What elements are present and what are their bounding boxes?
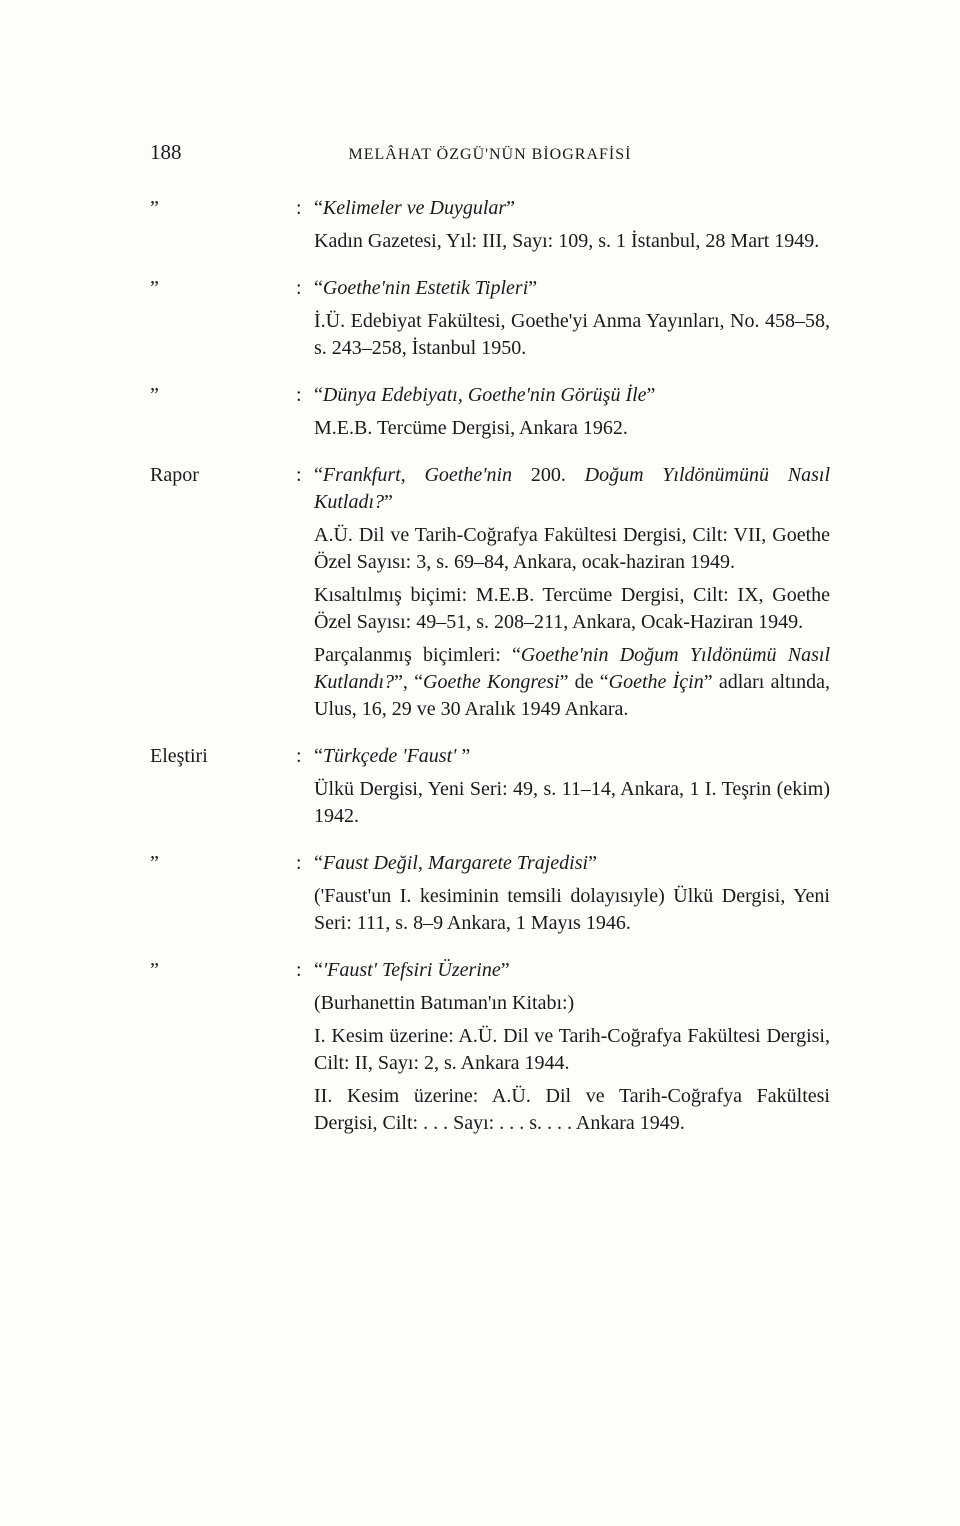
entry-colon: : <box>296 382 314 446</box>
entry-extra: I. Kesim üzerine: A.Ü. Dil ve Tarih-Coğr… <box>314 1023 830 1077</box>
entry-colon: : <box>296 850 314 941</box>
entry-body: “Goethe'nin Estetik Tipleri” İ.Ü. Edebiya… <box>314 275 830 366</box>
entry-detail: İ.Ü. Edebiyat Fakültesi, Goethe'yi Anma … <box>314 308 830 362</box>
entry-colon: : <box>296 275 314 366</box>
entry-title: “Dünya Edebiyatı, Goethe'nin Görüşü İle” <box>314 382 830 409</box>
entry-body: “Faust Değil, Margarete Trajedisi” ('Faus… <box>314 850 830 941</box>
entry-label: ” <box>150 957 296 1141</box>
entry-title: “Kelimeler ve Duygular” <box>314 195 830 222</box>
page-header: 188 MELÂHAT ÖZGÜ'NÜN BİOGRAFİSİ <box>150 140 830 165</box>
entry-label: ” <box>150 382 296 446</box>
bibliography-entry: ”:“Kelimeler ve Duygular” Kadın Gazetesi,… <box>150 195 830 259</box>
entry-label: ” <box>150 850 296 941</box>
bibliography-entries: ”:“Kelimeler ve Duygular”Kadın Gazetesi,… <box>150 195 830 1141</box>
entry-title: “Faust Değil, Margarete Trajedisi” <box>314 850 830 877</box>
entry-label: Eleştiri <box>150 743 296 834</box>
entry-detail: Kadın Gazetesi, Yıl: III, Sayı: 109, s. … <box>314 228 830 255</box>
document-page: 188 MELÂHAT ÖZGÜ'NÜN BİOGRAFİSİ ”:“Kelim… <box>0 0 960 1526</box>
entry-detail: (Burhanettin Batıman'ın Kitabı:) <box>314 990 830 1017</box>
entry-body: “Türkçede 'Faust' ” Ülkü Dergisi, Yeni Se… <box>314 743 830 834</box>
entry-body: “Frankfurt, Goethe'nin 200. Doğum Yıldön… <box>314 462 830 727</box>
entry-label: Rapor <box>150 462 296 727</box>
entry-extra: Kısaltılmış biçimi: M.E.B. Tercüme Dergi… <box>314 582 830 636</box>
entry-colon: : <box>296 743 314 834</box>
bibliography-entry: Rapor:“Frankfurt, Goethe'nin 200. Doğum … <box>150 462 830 727</box>
entry-title: “Frankfurt, Goethe'nin 200. Doğum Yıldön… <box>314 462 830 516</box>
entry-body: “Dünya Edebiyatı, Goethe'nin Görüşü İle”… <box>314 382 830 446</box>
entry-title: “Goethe'nin Estetik Tipleri” <box>314 275 830 302</box>
entry-body: “Kelimeler ve Duygular” Kadın Gazetesi, Y… <box>314 195 830 259</box>
entry-extra: II. Kesim üzerine: A.Ü. Dil ve Tarih-Coğ… <box>314 1083 830 1137</box>
entry-label: ” <box>150 275 296 366</box>
entry-colon: : <box>296 462 314 727</box>
entry-colon: : <box>296 195 314 259</box>
bibliography-entry: ”:“Goethe'nin Estetik Tipleri” İ.Ü. Edebi… <box>150 275 830 366</box>
page-number: 188 <box>150 140 210 165</box>
entry-body: “'Faust' Tefsiri Üzerine” (Burhanettin Ba… <box>314 957 830 1141</box>
bibliography-entry: ”:“Faust Değil, Margarete Trajedisi” ('Fa… <box>150 850 830 941</box>
entry-label: ” <box>150 195 296 259</box>
entry-title: “Türkçede 'Faust' ” <box>314 743 830 770</box>
entry-detail: M.E.B. Tercüme Dergisi, Ankara 1962. <box>314 415 830 442</box>
entry-detail: ('Faust'un I. kesiminin temsili dolayısı… <box>314 883 830 937</box>
bibliography-entry: ”:“'Faust' Tefsiri Üzerine” (Burhanettin … <box>150 957 830 1141</box>
entry-colon: : <box>296 957 314 1141</box>
entry-detail: Ülkü Dergisi, Yeni Seri: 49, s. 11–14, A… <box>314 776 830 830</box>
entry-title: “'Faust' Tefsiri Üzerine” <box>314 957 830 984</box>
running-head: MELÂHAT ÖZGÜ'NÜN BİOGRAFİSİ <box>210 146 830 164</box>
entry-detail: A.Ü. Dil ve Tarih-Coğrafya Fakültesi Der… <box>314 522 830 576</box>
bibliography-entry: Eleştiri:“Türkçede 'Faust' ” Ülkü Dergisi… <box>150 743 830 834</box>
entry-extra: Parçalanmış biçimleri: “Goethe'nin Doğum… <box>314 642 830 723</box>
bibliography-entry: ”:“Dünya Edebiyatı, Goethe'nin Görüşü İl… <box>150 382 830 446</box>
